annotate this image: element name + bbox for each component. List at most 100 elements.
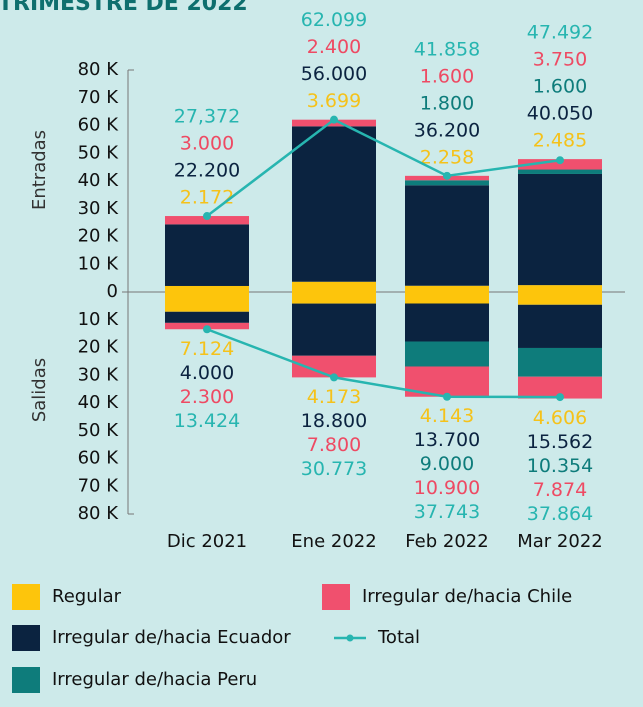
value-label: 27,372: [174, 106, 240, 128]
value-label: 2.485: [533, 130, 587, 152]
value-label: 9.000: [420, 453, 474, 475]
bar-segment: [292, 303, 376, 356]
value-label: 13.700: [414, 429, 480, 451]
total-point: [556, 393, 564, 402]
value-label: 40.050: [527, 103, 593, 125]
value-label: 2.258: [420, 146, 474, 168]
legend-swatch: [322, 584, 350, 610]
bar-segment: [165, 216, 249, 225]
x-tick-label: Dic 2021: [167, 531, 247, 552]
value-label: 7.800: [307, 434, 361, 456]
total-point: [443, 171, 451, 180]
y-tick-label: 60 K: [78, 115, 120, 136]
value-label: 15.562: [527, 431, 593, 453]
legend-swatch: [12, 584, 40, 610]
bar-segment: [518, 173, 602, 286]
legend-label: Irregular de/hacia Peru: [52, 669, 257, 690]
y-tick-label: 20 K: [78, 337, 120, 358]
value-label: 36.200: [414, 119, 480, 141]
value-label: 56.000: [301, 63, 367, 85]
bar-segment: [292, 292, 376, 304]
y-tick-label: 30 K: [78, 198, 120, 219]
y-axis-label: Entradas: [29, 130, 50, 210]
bar-segment: [165, 224, 249, 286]
value-label: 3.750: [533, 49, 587, 71]
legend-label: Total: [377, 627, 420, 648]
total-line: [206, 328, 561, 399]
value-label: 2.400: [307, 36, 361, 58]
y-tick-label: 10 K: [78, 253, 120, 274]
value-label: 22.200: [174, 160, 240, 182]
y-tick-label: 20 K: [78, 226, 120, 247]
y-axis-label: Salidas: [29, 358, 50, 422]
bar-segment: [518, 292, 602, 305]
bar-segment: [405, 303, 489, 342]
x-tick-label: Mar 2022: [517, 531, 603, 552]
y-tick-label: 40 K: [78, 170, 120, 191]
y-tick-label: 0: [107, 281, 118, 302]
y-tick-label: 30 K: [78, 364, 120, 385]
x-tick-label: Feb 2022: [405, 531, 488, 552]
total-point: [203, 325, 211, 334]
bar-segment: [405, 185, 489, 286]
value-label: 37.743: [414, 501, 480, 523]
total-line: [206, 118, 561, 218]
y-tick-label: 50 K: [78, 142, 120, 163]
bar-segment: [165, 285, 249, 292]
value-label: 4.173: [307, 386, 361, 408]
value-label: 41.858: [414, 38, 480, 60]
value-label: 1.800: [420, 92, 474, 114]
chart-title: TRIMESTRE DE 2022: [0, 0, 248, 16]
y-tick-label: 50 K: [78, 420, 120, 441]
value-label: 37.864: [527, 503, 593, 525]
bar-segment: [518, 347, 602, 377]
legend-swatch: [12, 625, 40, 651]
value-label: 2.172: [180, 187, 234, 209]
value-label: 10.354: [527, 455, 593, 477]
value-label: 13.424: [174, 410, 240, 432]
bar-segment: [292, 355, 376, 378]
value-label: 2.300: [180, 386, 234, 408]
value-label: 62.099: [301, 9, 367, 31]
legend-label: Irregular de/hacia Chile: [362, 586, 572, 607]
value-label: 1.600: [533, 76, 587, 98]
bar-segment: [292, 281, 376, 292]
value-label: 4.000: [180, 362, 234, 384]
bar-segment: [405, 285, 489, 292]
y-tick-label: 80 K: [78, 59, 120, 80]
bar-segment: [518, 285, 602, 292]
bar-segment: [405, 341, 489, 367]
value-label: 47.492: [527, 22, 593, 44]
value-label: 30.773: [301, 458, 367, 480]
legend-label: Irregular de/hacia Ecuador: [52, 627, 291, 648]
value-label: 3.699: [307, 90, 361, 112]
value-label: 4.606: [533, 407, 587, 429]
value-label: 7.874: [533, 479, 587, 501]
legend-label: Regular: [52, 586, 122, 607]
x-tick-label: Ene 2022: [291, 531, 376, 552]
value-label: 7.124: [180, 338, 234, 360]
value-label: 10.900: [414, 477, 480, 499]
legend-marker: [346, 634, 354, 642]
value-label: 18.800: [301, 410, 367, 432]
total-point: [203, 212, 211, 221]
y-tick-label: 70 K: [78, 475, 120, 496]
y-tick-label: 80 K: [78, 503, 120, 524]
total-point: [443, 392, 451, 401]
bar-segment: [165, 292, 249, 312]
bar-segment: [292, 126, 376, 282]
total-point: [330, 373, 338, 382]
bar-segment: [518, 159, 602, 170]
value-label: 4.143: [420, 405, 474, 427]
bar-segment: [518, 376, 602, 399]
y-tick-label: 10 K: [78, 309, 120, 330]
bar-segment: [518, 169, 602, 174]
value-label: 3.000: [180, 133, 234, 155]
bar-segment: [405, 292, 489, 304]
y-tick-label: 60 K: [78, 448, 120, 469]
bar-segment: [518, 304, 602, 348]
y-tick-label: 70 K: [78, 87, 120, 108]
legend-swatch: [12, 667, 40, 693]
bar-segment: [165, 311, 249, 323]
